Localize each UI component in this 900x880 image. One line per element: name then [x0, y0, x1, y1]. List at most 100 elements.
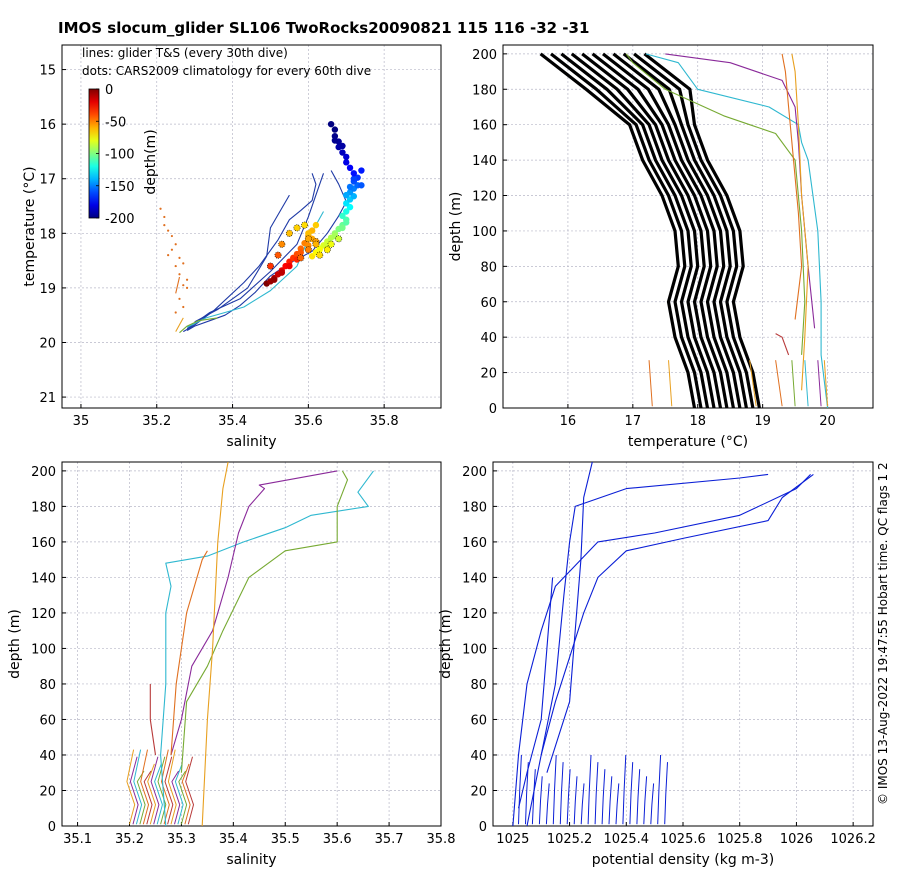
- temp-surface-profile: [823, 360, 829, 407]
- temp-surface-profile: [817, 360, 822, 407]
- ts-xlabel: salinity: [226, 434, 276, 450]
- salinity-ytick-label: 80: [39, 678, 56, 693]
- dens-glider-line: [540, 473, 769, 756]
- colorbar-label: depth(m): [143, 129, 159, 194]
- temp-glider-line: [791, 53, 809, 391]
- salinity-xlabel: salinity: [226, 852, 276, 868]
- density-xtick-label: 1025.6: [660, 832, 706, 847]
- ts-glider-point: [167, 254, 170, 257]
- temp-clim-profile: [581, 52, 723, 408]
- temperature-ytick-label: 60: [480, 296, 497, 311]
- dens-surface-profile: [601, 769, 606, 825]
- temp-surface-profile: [804, 360, 809, 407]
- dens-surface-profile: [636, 769, 641, 825]
- density-ytick-label: 20: [470, 784, 487, 799]
- sal-surface-profile: [136, 770, 146, 825]
- sal-glider-line: [160, 470, 374, 826]
- ts-glider-point: [185, 286, 189, 290]
- temperature-xlabel: temperature (°C): [628, 434, 748, 450]
- ts-clim-point-outlined: [304, 246, 312, 254]
- ts-clim-point: [316, 246, 323, 253]
- ts-clim-point: [358, 167, 365, 174]
- density-xtick-label: 1025.4: [604, 832, 650, 847]
- sal-surface-profile: [150, 756, 160, 825]
- salinity-ytick-label: 20: [39, 784, 56, 799]
- temp-clim-profile: [550, 52, 703, 408]
- ts-clim-point: [350, 175, 358, 182]
- ts-glider-point: [182, 262, 185, 265]
- ts-ytick-label: 19: [39, 282, 56, 297]
- ts-clim-point: [331, 137, 339, 144]
- ts-clim-point-outlined: [266, 262, 274, 270]
- ts-clim-point: [343, 208, 350, 215]
- ts-ytick-label: 20: [39, 336, 56, 351]
- temperature-ytick-label: 180: [472, 83, 497, 98]
- sal-glider-line: [170, 470, 338, 756]
- colorbar-tick-label: -100: [105, 148, 135, 163]
- sal-surface-profile: [174, 763, 184, 825]
- ts-glider-point: [159, 207, 162, 210]
- sal-surface-profile: [161, 749, 170, 825]
- salinity-ytick-label: 0: [48, 820, 56, 835]
- density-ytick-label: 60: [470, 713, 487, 728]
- ts-clim-point: [286, 262, 293, 270]
- density-ytick-label: 200: [462, 465, 487, 480]
- sal-surface-profile: [147, 763, 156, 825]
- dens-surface-profile: [531, 769, 536, 825]
- ts-clim-point-outlined: [293, 224, 301, 232]
- dens-glider-line: [546, 462, 593, 773]
- ts-clim-point-outlined: [274, 251, 282, 259]
- ts-ytick-label: 15: [39, 64, 56, 79]
- dens-surface-profile: [566, 769, 571, 825]
- ts-ytick-label: 17: [39, 173, 56, 188]
- sal-surface-profile: [164, 756, 174, 825]
- density-xtick-label: 1025: [496, 832, 529, 847]
- ts-ytick-label: 18: [39, 227, 56, 242]
- density-ytick-label: 0: [479, 820, 487, 835]
- salinity-axes-frame: [61, 461, 442, 827]
- temp-surface-profile: [668, 360, 673, 407]
- dens-surface-profile: [552, 754, 557, 825]
- ts-clim-point: [305, 230, 312, 237]
- ts-glider-point: [174, 264, 177, 268]
- ts-xtick-label: 35.4: [218, 414, 247, 429]
- ts-glider-line: [186, 173, 325, 330]
- ts-glider-line: [175, 276, 181, 294]
- salinity-ytick-label: 180: [31, 500, 56, 515]
- temperature-axes-frame: [502, 44, 874, 409]
- density-ytick-label: 140: [462, 571, 487, 586]
- ts-clim-point: [312, 221, 320, 229]
- temperature-ytick-label: 160: [472, 119, 497, 134]
- dens-glider-line: [512, 474, 811, 826]
- ts-clim-point: [339, 142, 346, 150]
- salinity-ytick-label: 160: [31, 536, 56, 551]
- ts-glider-point: [163, 224, 166, 227]
- temperature-ytick-label: 0: [489, 402, 497, 417]
- ts-clim-point: [343, 153, 350, 161]
- dens-surface-profile: [664, 762, 668, 825]
- ts-clim-point-outlined: [304, 235, 312, 243]
- ts-clim-point: [297, 249, 304, 256]
- ts-glider-point: [174, 243, 177, 246]
- temperature-ytick-label: 20: [480, 367, 497, 382]
- ts-glider-point: [182, 305, 185, 309]
- temp-surface-profile: [791, 360, 796, 407]
- density-xtick-label: 1026.2: [830, 832, 876, 847]
- temp-clim-profile: [643, 52, 761, 408]
- salinity-xtick-label: 35.1: [63, 832, 92, 847]
- density-xlabel: potential density (kg m-3): [592, 852, 774, 868]
- sal-glider-line: [180, 470, 349, 773]
- dens-surface-profile: [608, 776, 613, 825]
- temperature-ytick-label: 80: [480, 260, 497, 275]
- ts-annotation-lines: lines: glider T&S (every 30th dive): [82, 46, 288, 60]
- dens-surface-profile: [650, 783, 655, 825]
- clip-temp-group: [539, 52, 829, 408]
- colorbar-tick-label: -50: [105, 115, 126, 130]
- dens-surface-profile: [518, 754, 522, 825]
- ts-clim-point-outlined: [323, 246, 331, 254]
- temp-surface-profile: [775, 360, 783, 407]
- salinity-ylabel: depth (m): [7, 609, 23, 679]
- ts-glider-point: [170, 248, 174, 251]
- ts-glider-point: [174, 311, 177, 314]
